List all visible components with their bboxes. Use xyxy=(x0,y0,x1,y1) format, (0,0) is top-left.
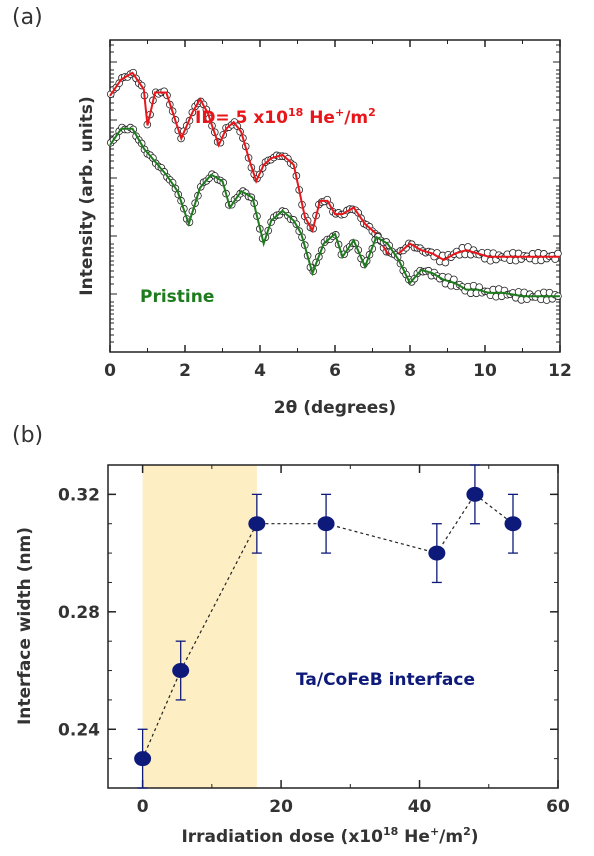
x-tick-label: 8 xyxy=(404,361,416,381)
panel-b-ylabel: Interface width (nm) xyxy=(15,527,35,725)
annotation-pristine: Pristine xyxy=(140,287,214,307)
data-point xyxy=(134,751,152,767)
x-tick-label: 0 xyxy=(104,361,116,381)
data-point xyxy=(317,516,335,532)
panel-b-series xyxy=(134,464,522,789)
data-point xyxy=(466,486,484,502)
x-tick-label: 10 xyxy=(473,361,497,381)
panel-a-x-ticks: 0 2 4 6 8 10 12 xyxy=(104,40,572,381)
data-point xyxy=(172,663,190,679)
x-tick-label: 60 xyxy=(546,797,570,817)
panel-b-y-ticks: 0.24 0.28 0.32 xyxy=(58,464,558,789)
panel-a-series xyxy=(106,68,562,304)
data-point xyxy=(428,545,446,561)
panel-a-ylabel: Intensity (arb. units) xyxy=(77,96,97,295)
y-tick-label: 0.32 xyxy=(58,485,100,505)
panel-b-x-ticks: 0 20 40 60 xyxy=(137,465,570,817)
fit-curve-pristine xyxy=(109,127,560,298)
panel-b-frame xyxy=(107,464,559,789)
x-tick-label: 4 xyxy=(254,361,266,381)
panel-b-xlabel: Irradiation dose (x1018 He+/m2) xyxy=(181,825,478,847)
data-point xyxy=(248,516,266,532)
y-tick-label: 0.28 xyxy=(58,603,100,623)
panel-b-highlight-region xyxy=(142,465,257,788)
x-tick-label: 0 xyxy=(137,797,149,817)
panel-a-plot: 0 2 4 6 8 10 12 ID= 5 x1018 He+/m2 Pristine 2θ… xyxy=(77,39,572,418)
fit-curve-irradiated xyxy=(109,71,560,262)
panel-a-xlabel: 2θ (degrees) xyxy=(274,398,396,418)
panel-label-a: (a) xyxy=(12,5,43,30)
x-tick-label: 12 xyxy=(548,361,572,381)
x-tick-label: 20 xyxy=(269,797,293,817)
data-point xyxy=(504,516,522,532)
panel-b-plot: 0 20 40 60 0.240.280.32 Ta/CoFeB interface … xyxy=(15,464,570,847)
annotation-id: ID= 5 x1018 He+/m2 xyxy=(195,106,376,128)
x-tick-label: 6 xyxy=(329,361,341,381)
panel-label-b: (b) xyxy=(12,423,43,448)
x-tick-label: 2 xyxy=(179,361,191,381)
annotation-interface: Ta/CoFeB interface xyxy=(296,670,475,690)
x-tick-label: 40 xyxy=(408,797,432,817)
y-tick-label: 0.24 xyxy=(58,720,100,740)
